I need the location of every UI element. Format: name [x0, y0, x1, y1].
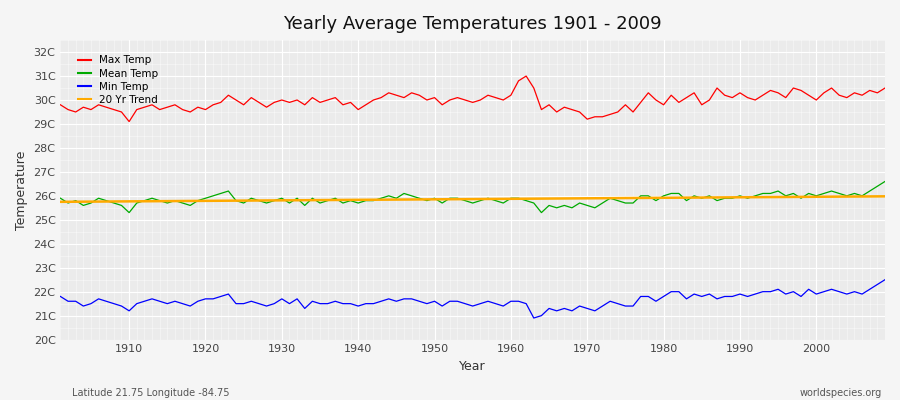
Title: Yearly Average Temperatures 1901 - 2009: Yearly Average Temperatures 1901 - 2009	[284, 15, 662, 33]
Y-axis label: Temperature: Temperature	[15, 150, 28, 230]
X-axis label: Year: Year	[459, 360, 486, 373]
Legend: Max Temp, Mean Temp, Min Temp, 20 Yr Trend: Max Temp, Mean Temp, Min Temp, 20 Yr Tre…	[74, 51, 162, 109]
Text: worldspecies.org: worldspecies.org	[800, 388, 882, 398]
Text: Latitude 21.75 Longitude -84.75: Latitude 21.75 Longitude -84.75	[72, 388, 230, 398]
